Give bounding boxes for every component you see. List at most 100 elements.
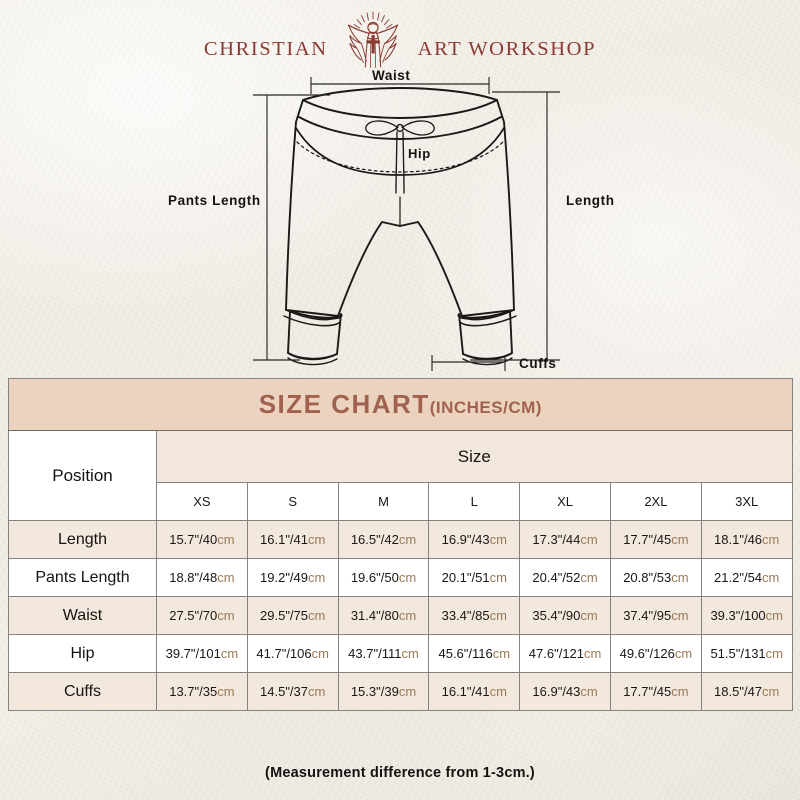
measure-unit: cm (220, 646, 239, 661)
measurement-cell: 17.7"/45cm (609, 520, 702, 559)
row-label-hip: Hip (8, 634, 157, 673)
measure-inches: 39.3"/100 (710, 608, 766, 623)
measure-inches: 19.2"/49 (260, 570, 309, 585)
measure-inches: 14.5"/37 (260, 684, 309, 699)
measure-unit: cm (311, 646, 329, 661)
measure-inches: 43.7"/111 (348, 646, 402, 661)
measure-unit: cm (398, 684, 417, 699)
measure-inches: 35.4"/90 (532, 608, 581, 623)
pants-length-measure-label: Pants Length (168, 193, 261, 208)
shorts-technical-drawing (253, 77, 560, 371)
row-label-pants-length: Pants Length (8, 558, 157, 597)
measure-unit: cm (584, 646, 602, 661)
table-row: Length 15.7"/40cm 16.1"/41cm 16.5"/42cm 16.9… (8, 520, 793, 559)
measurement-cell: 16.1"/41cm (428, 672, 521, 711)
table-row: Hip 39.7"/101cm 41.7"/106cm 43.7"/111cm 45.6… (8, 634, 793, 673)
measure-unit: cm (217, 532, 235, 547)
size-header-xl: XL (519, 482, 611, 521)
measure-unit: cm (217, 608, 235, 623)
measure-unit: cm (765, 646, 783, 661)
table-row: Waist 27.5"/70cm 29.5"/75cm 31.4"/80cm 33.4"… (8, 596, 793, 635)
measure-unit: cm (308, 532, 326, 547)
size-header-2xl: 2XL (609, 482, 702, 521)
measurement-cell: 16.1"/41cm (246, 520, 339, 559)
measurement-cell: 18.1"/46cm (700, 520, 793, 559)
measure-unit: cm (308, 608, 326, 623)
measure-inches: 19.6"/50 (350, 570, 399, 585)
measure-unit: cm (217, 684, 235, 699)
chart-title-main: SIZE CHART (258, 389, 430, 419)
measurement-cell: 18.5"/47cm (700, 672, 793, 711)
measure-inches: 16.9"/43 (532, 684, 581, 699)
measure-unit: cm (580, 608, 598, 623)
measure-inches: 49.6"/126 (619, 646, 675, 661)
measure-inches: 18.1"/46 (714, 532, 763, 547)
measure-unit: cm (762, 570, 780, 585)
measure-unit: cm (671, 608, 689, 623)
measure-unit: cm (671, 684, 689, 699)
measurement-cell: 18.8"/48cm (156, 558, 248, 597)
measure-unit: cm (308, 570, 326, 585)
measure-unit: cm (671, 570, 689, 585)
cuffs-measure-label: Cuffs (519, 356, 557, 371)
measure-inches: 20.8"/53 (623, 570, 672, 585)
length-measure-label: Length (566, 193, 615, 208)
measurement-cell: 15.3"/39cm (337, 672, 430, 711)
size-group-header-cell: Size (156, 430, 793, 483)
measure-inches: 51.5"/131 (710, 646, 766, 661)
measure-inches: 18.5"/47 (714, 684, 763, 699)
measure-inches: 20.4"/52 (532, 570, 581, 585)
measure-unit: cm (762, 532, 780, 547)
measurement-cell: 14.5"/37cm (246, 672, 339, 711)
chart-size-header-row: XS S M L XL 2XL 3XL (9, 482, 793, 521)
measurement-cell: 16.5"/42cm (337, 520, 430, 559)
measurement-cell: 37.4"/95cm (609, 596, 702, 635)
measure-inches: 29.5"/75 (260, 608, 309, 623)
measure-inches: 20.1"/51 (441, 570, 490, 585)
measure-unit: cm (398, 608, 417, 623)
measure-unit: cm (398, 570, 417, 585)
size-header-m: M (337, 482, 430, 521)
measure-inches: 41.7"/106 (256, 646, 312, 661)
measurement-cell: 21.2"/54cm (700, 558, 793, 597)
size-header-l: L (428, 482, 521, 521)
measure-inches: 37.4"/95 (623, 608, 672, 623)
measurement-cell: 16.9"/43cm (428, 520, 521, 559)
measure-inches: 39.7"/101 (165, 646, 221, 661)
measure-unit: cm (580, 570, 598, 585)
measurement-cell: 15.7"/40cm (156, 520, 248, 559)
chart-title-cell: SIZE CHART(INCHES/CM) (8, 378, 793, 431)
measure-unit: cm (489, 684, 507, 699)
measurement-cell: 43.7"/111cm (337, 634, 430, 673)
measurement-cell: 27.5"/70cm (156, 596, 248, 635)
measurement-cell: 39.7"/101cm (156, 634, 248, 673)
measurement-cell: 19.2"/49cm (246, 558, 339, 597)
measure-unit: cm (674, 646, 693, 661)
measure-inches: 17.7"/45 (623, 684, 672, 699)
measure-unit: cm (580, 684, 598, 699)
measure-inches: 16.1"/41 (260, 532, 309, 547)
size-header-3xl: 3XL (700, 482, 793, 521)
measurement-cell: 20.8"/53cm (609, 558, 702, 597)
measure-unit: cm (489, 570, 507, 585)
measure-unit: cm (580, 532, 598, 547)
chart-title-unit: (INCHES/CM) (429, 398, 542, 417)
waist-measure-label: Waist (372, 68, 411, 83)
hip-measure-label: Hip (408, 146, 431, 161)
measure-inches: 16.5"/42 (350, 532, 399, 547)
measure-unit: cm (762, 684, 780, 699)
measure-inches: 31.4"/80 (350, 608, 399, 623)
measure-inches: 45.6"/116 (438, 646, 493, 661)
measure-inches: 13.7"/35 (169, 684, 218, 699)
measurement-cell: 19.6"/50cm (337, 558, 430, 597)
measure-unit: cm (398, 532, 417, 547)
shorts-measurement-diagram: Waist Hip Pants Length Length Cuffs (0, 62, 800, 382)
measurement-disclaimer: (Measurement difference from 1-3cm.) (265, 765, 535, 781)
measurement-cell: 13.7"/35cm (156, 672, 248, 711)
position-header-cell: Position (8, 430, 157, 521)
measurement-cell: 51.5"/131cm (700, 634, 793, 673)
measurement-cell: 17.7"/45cm (609, 672, 702, 711)
measure-unit: cm (489, 608, 507, 623)
measure-inches: 15.7"/40 (169, 532, 218, 547)
measure-unit: cm (401, 646, 419, 661)
